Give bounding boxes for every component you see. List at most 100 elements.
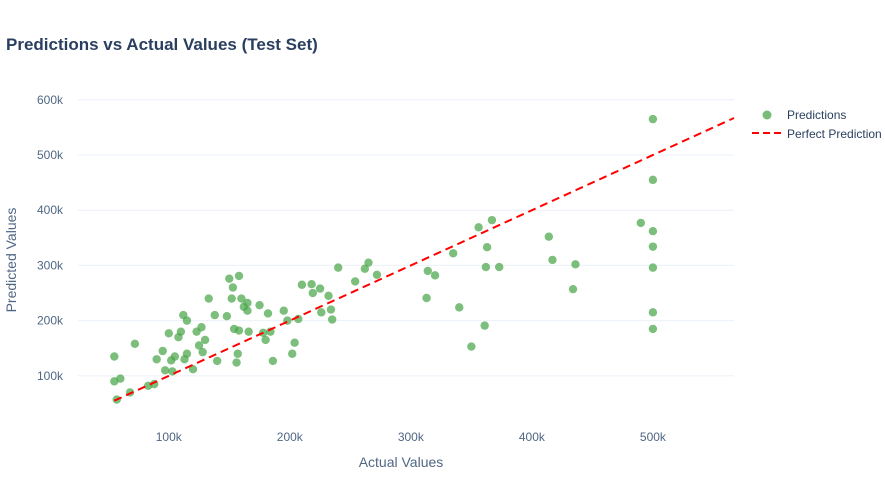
legend-item-predictions[interactable]: Predictions [762, 108, 847, 122]
prediction-point[interactable] [182, 316, 192, 325]
prediction-point[interactable] [176, 327, 186, 336]
prediction-point[interactable] [243, 306, 252, 315]
prediction-point[interactable] [225, 274, 234, 283]
prediction-point[interactable] [232, 358, 241, 367]
prediction-point[interactable] [350, 277, 360, 286]
prediction-point[interactable] [222, 312, 232, 321]
prediction-point[interactable] [228, 283, 238, 292]
y-tick-label: 500k [37, 148, 64, 162]
prediction-point[interactable] [297, 280, 307, 289]
prediction-point[interactable] [279, 306, 288, 315]
prediction-point[interactable] [110, 352, 119, 361]
prediction-point[interactable] [290, 338, 299, 347]
prediction-point[interactable] [168, 367, 177, 376]
legend-marker-predictions-icon [762, 110, 772, 120]
prediction-point[interactable] [152, 355, 161, 364]
prediction-point[interactable] [636, 218, 646, 228]
prediction-point[interactable] [317, 308, 326, 317]
prediction-point[interactable] [261, 335, 270, 345]
prediction-point[interactable] [204, 294, 213, 303]
prediction-point[interactable] [648, 324, 658, 334]
x-axis-title: Actual Values [359, 454, 444, 470]
prediction-point[interactable] [430, 271, 440, 280]
y-tick-label: 300k [37, 258, 64, 272]
prediction-point[interactable] [243, 298, 252, 308]
perfect-prediction-series[interactable] [113, 117, 735, 402]
x-tick-label: 500k [640, 430, 667, 444]
prediction-point[interactable] [116, 374, 125, 383]
predictions-series[interactable] [110, 114, 658, 404]
prediction-point[interactable] [227, 294, 236, 303]
prediction-point[interactable] [487, 215, 497, 225]
x-tick-label: 100k [156, 430, 183, 444]
chart-title: Predictions vs Actual Values (Test Set) [6, 35, 318, 54]
prediction-point[interactable] [197, 323, 206, 332]
prediction-point[interactable] [308, 288, 318, 298]
prediction-point[interactable] [544, 232, 554, 241]
prediction-point[interactable] [482, 243, 492, 252]
legend-label-predictions: Predictions [787, 108, 846, 122]
y-axis-title: Predicted Values [3, 208, 19, 313]
prediction-point[interactable] [648, 226, 658, 236]
y-tick-label: 400k [37, 203, 64, 217]
prediction-point[interactable] [268, 356, 278, 366]
y-axis-ticks: 100k 200k 300k 400k 500k 600k [37, 93, 64, 383]
prediction-point[interactable] [326, 305, 336, 314]
prediction-point[interactable] [212, 356, 222, 366]
prediction-point[interactable] [130, 339, 140, 349]
legend[interactable]: Predictions Perfect Prediction [752, 108, 882, 141]
prediction-point[interactable] [422, 293, 431, 303]
prediction-point[interactable] [334, 263, 343, 272]
prediction-point[interactable] [234, 271, 244, 281]
prediction-point[interactable] [449, 249, 458, 258]
prediction-point[interactable] [188, 365, 198, 374]
prediction-point[interactable] [263, 309, 273, 318]
prediction-point[interactable] [164, 329, 173, 338]
prediction-point[interactable] [568, 284, 578, 294]
prediction-point[interactable] [170, 352, 180, 361]
prediction-point[interactable] [648, 263, 658, 272]
prediction-point[interactable] [648, 308, 658, 317]
prediction-point[interactable] [198, 347, 207, 357]
prediction-point[interactable] [233, 349, 242, 358]
prediction-point[interactable] [194, 341, 204, 350]
prediction-point[interactable] [360, 264, 370, 273]
x-axis-ticks: 100k 200k 300k 400k 500k [156, 430, 667, 444]
prediction-point[interactable] [423, 266, 432, 276]
y-tick-label: 600k [37, 93, 64, 107]
legend-label-perfect-prediction: Perfect Prediction [787, 127, 882, 141]
prediction-point[interactable] [210, 310, 219, 320]
prediction-point[interactable] [160, 366, 170, 375]
prediction-point[interactable] [200, 335, 210, 345]
prediction-point[interactable] [234, 326, 244, 335]
prediction-point[interactable] [571, 260, 580, 269]
prediction-point[interactable] [474, 223, 483, 232]
prediction-point[interactable] [364, 258, 373, 267]
legend-item-perfect-prediction[interactable]: Perfect Prediction [752, 127, 882, 141]
prediction-point[interactable] [372, 270, 382, 280]
prediction-point[interactable] [480, 321, 489, 330]
prediction-point[interactable] [324, 291, 333, 300]
prediction-point[interactable] [481, 262, 491, 272]
prediction-point[interactable] [327, 315, 337, 324]
prediction-point[interactable] [455, 303, 464, 312]
y-tick-label: 100k [37, 369, 64, 383]
prediction-point[interactable] [244, 327, 253, 336]
prediction-point[interactable] [182, 349, 192, 358]
x-tick-label: 200k [277, 430, 304, 444]
prediction-point[interactable] [648, 114, 658, 124]
perfect-prediction-line[interactable] [113, 117, 735, 402]
prediction-point[interactable] [467, 342, 476, 351]
prediction-point[interactable] [548, 255, 557, 265]
prediction-point[interactable] [648, 175, 658, 185]
prediction-point[interactable] [288, 349, 297, 358]
prediction-point[interactable] [158, 346, 167, 356]
x-tick-label: 400k [519, 430, 546, 444]
prediction-point[interactable] [307, 279, 316, 289]
prediction-point[interactable] [237, 294, 246, 303]
prediction-point[interactable] [315, 284, 325, 293]
prediction-point[interactable] [255, 300, 264, 310]
prediction-point[interactable] [494, 262, 504, 272]
prediction-point[interactable] [648, 242, 658, 251]
